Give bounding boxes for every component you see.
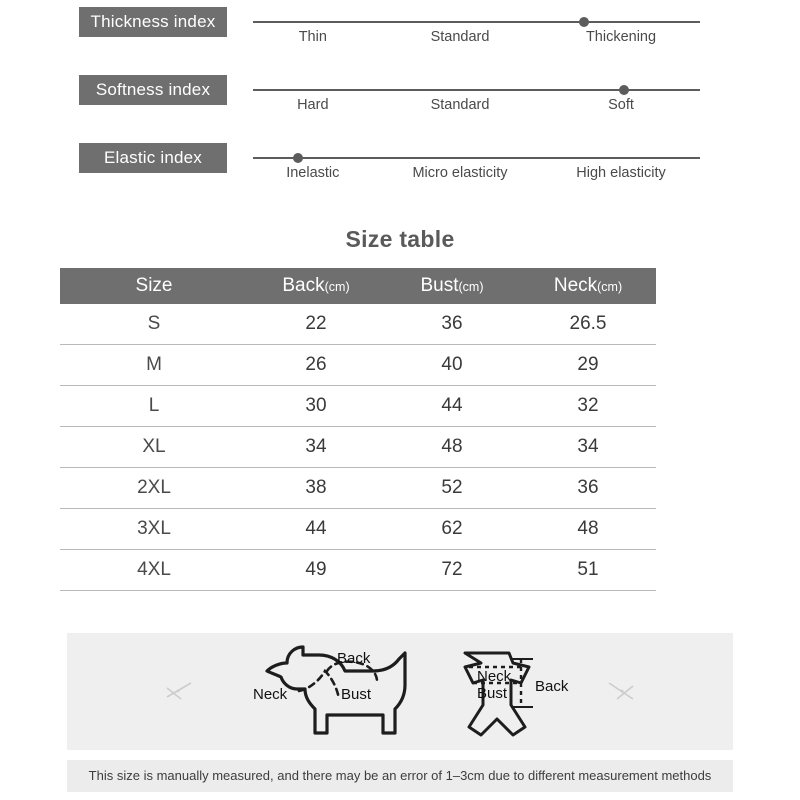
index-badge-elastic: Elastic index [79, 143, 227, 173]
slider-dot-softness[interactable] [619, 85, 629, 95]
size-table: Size Back(cm) Bust(cm) Neck(cm) S 22 36 26.… [60, 268, 656, 591]
slider-label-soft: Soft [608, 97, 634, 113]
slider-labels-thickness: Thin Standard Thickening [253, 29, 713, 51]
illustration-panel: Back Neck Bust Neck Bust Back [67, 633, 733, 750]
slider-label-hard: Hard [297, 97, 329, 113]
table-row: XL 34 48 34 [60, 426, 656, 468]
table-header-neck: Neck(cm) [520, 268, 656, 304]
table-cell-bust: 62 [384, 508, 520, 550]
slider-track-thickness[interactable] [253, 17, 700, 27]
table-cell-back: 38 [248, 467, 384, 509]
table-cell-neck: 29 [520, 344, 656, 386]
slider-label-micro-elasticity: Micro elasticity [412, 165, 508, 181]
dog-neck-label: Neck [253, 686, 288, 703]
slider-label-inelastic: Inelastic [286, 165, 340, 181]
table-cell-size: 3XL [60, 508, 248, 550]
table-cell-neck: 51 [520, 549, 656, 591]
table-row: 4XL 49 72 51 [60, 549, 656, 591]
header-label-neck: Neck [553, 275, 598, 296]
table-cell-size: M [60, 344, 248, 386]
table-cell-size: 2XL [60, 467, 248, 509]
slider-labels-softness: Hard Standard Soft [253, 97, 713, 119]
dog-bust-label: Bust [341, 686, 372, 703]
header-unit-back: (cm) [324, 280, 350, 294]
table-cell-size: 4XL [60, 549, 248, 591]
table-cell-back: 49 [248, 549, 384, 591]
table-cell-size: S [60, 304, 248, 345]
header-unit-bust: (cm) [458, 280, 484, 294]
table-cell-neck: 34 [520, 426, 656, 468]
table-row: L 30 44 32 [60, 385, 656, 427]
table-row: S 22 36 26.5 [60, 304, 656, 345]
table-cell-bust: 44 [384, 385, 520, 427]
header-label-back: Back [282, 275, 325, 296]
measurement-disclaimer: This size is manually measured, and ther… [67, 760, 733, 792]
table-cell-back: 34 [248, 426, 384, 468]
header-label-size: Size [135, 275, 173, 296]
table-cell-bust: 48 [384, 426, 520, 468]
table-header-back: Back(cm) [248, 268, 384, 304]
table-header-size: Size [60, 268, 248, 304]
table-cell-back: 44 [248, 508, 384, 550]
table-cell-neck: 48 [520, 508, 656, 550]
index-badge-softness: Softness index [79, 75, 227, 105]
table-row: M 26 40 29 [60, 344, 656, 386]
table-header-bust: Bust(cm) [384, 268, 520, 304]
index-row-elastic: Elastic index Inelastic Micro elasticity… [0, 138, 800, 206]
table-header-row: Size Back(cm) Bust(cm) Neck(cm) [60, 268, 656, 304]
slider-label-thin: Thin [298, 29, 327, 45]
table-cell-bust: 72 [384, 549, 520, 591]
slider-label-standard-soft: Standard [430, 97, 490, 113]
slider-track-elastic[interactable] [253, 153, 700, 163]
table-cell-size: L [60, 385, 248, 427]
garment-bust-label: Bust [477, 685, 508, 702]
slider-label-thickening: Thickening [585, 29, 657, 45]
table-cell-back: 22 [248, 304, 384, 345]
slider-label-standard: Standard [430, 29, 490, 45]
table-cell-size: XL [60, 426, 248, 468]
table-cell-back: 30 [248, 385, 384, 427]
size-table-title: Size table [345, 226, 455, 252]
slider-dot-elastic[interactable] [292, 153, 303, 163]
header-unit-neck: (cm) [597, 280, 623, 294]
dog-back-label: Back [337, 650, 371, 667]
table-cell-bust: 52 [384, 467, 520, 509]
table-cell-back: 26 [248, 344, 384, 386]
table-cell-neck: 32 [520, 385, 656, 427]
slider-label-high-elasticity: High elasticity [576, 165, 666, 181]
garment-measurement-diagram: Neck Bust Back [463, 651, 569, 737]
table-row: 2XL 38 52 36 [60, 467, 656, 509]
slider-dot-thickness[interactable] [578, 17, 589, 27]
next-arrow-icon[interactable] [603, 675, 637, 709]
table-row: 3XL 44 62 48 [60, 508, 656, 550]
table-cell-bust: 36 [384, 304, 520, 345]
header-label-bust: Bust [420, 275, 459, 296]
index-row-thickness: Thickness index Thin Standard Thickening [0, 2, 800, 70]
table-cell-bust: 40 [384, 344, 520, 386]
slider-labels-elastic: Inelastic Micro elasticity High elastici… [253, 165, 713, 187]
index-row-softness: Softness index Hard Standard Soft [0, 70, 800, 138]
prev-arrow-icon[interactable] [163, 675, 197, 709]
garment-back-label: Back [535, 678, 569, 695]
dog-measurement-diagram: Back Neck Bust [253, 645, 407, 735]
slider-track-softness[interactable] [253, 85, 700, 95]
table-cell-neck: 26.5 [520, 304, 656, 345]
index-badge-thickness: Thickness index [79, 7, 227, 37]
garment-neck-label: Neck [477, 668, 512, 685]
table-cell-neck: 36 [520, 467, 656, 509]
